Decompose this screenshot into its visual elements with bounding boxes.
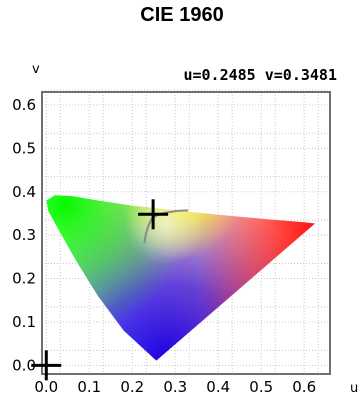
- x-axis-label: u: [350, 381, 358, 396]
- y-axis-label: v: [32, 62, 40, 77]
- x-tick-label: 0.0: [34, 378, 58, 396]
- x-tick-label: 0.2: [120, 378, 144, 396]
- coordinate-readout: u=0.2485 v=0.3481: [183, 66, 337, 84]
- y-tick-label: 0.1: [12, 313, 36, 331]
- x-tick-labels: 0.0 0.1 0.2 0.3 0.4 0.5 0.6: [34, 378, 316, 396]
- crosshair-current: [138, 199, 169, 230]
- y-tick-label: 0.2: [12, 270, 36, 288]
- x-tick-label: 0.3: [163, 378, 187, 396]
- x-tick-label: 0.1: [77, 378, 101, 396]
- y-tick-label: 0.0: [12, 356, 36, 374]
- x-tick-label: 0.6: [292, 378, 316, 396]
- plot-frame: [41, 91, 331, 375]
- y-tick-label: 0.4: [12, 183, 36, 201]
- gamut-white: [46, 195, 316, 361]
- y-tick-labels: 0.0 0.1 0.2 0.3 0.4 0.5 0.6: [12, 96, 36, 374]
- y-tick-label: 0.3: [12, 226, 36, 244]
- markers: [31, 199, 169, 381]
- chart-title: CIE 1960: [140, 4, 224, 26]
- y-tick-label: 0.6: [12, 96, 36, 114]
- color-gamut: [46, 195, 316, 361]
- x-tick-label: 0.5: [249, 378, 273, 396]
- y-tick-label: 0.5: [12, 139, 36, 157]
- crosshair-origin: [31, 350, 62, 381]
- x-tick-label: 0.4: [206, 378, 230, 396]
